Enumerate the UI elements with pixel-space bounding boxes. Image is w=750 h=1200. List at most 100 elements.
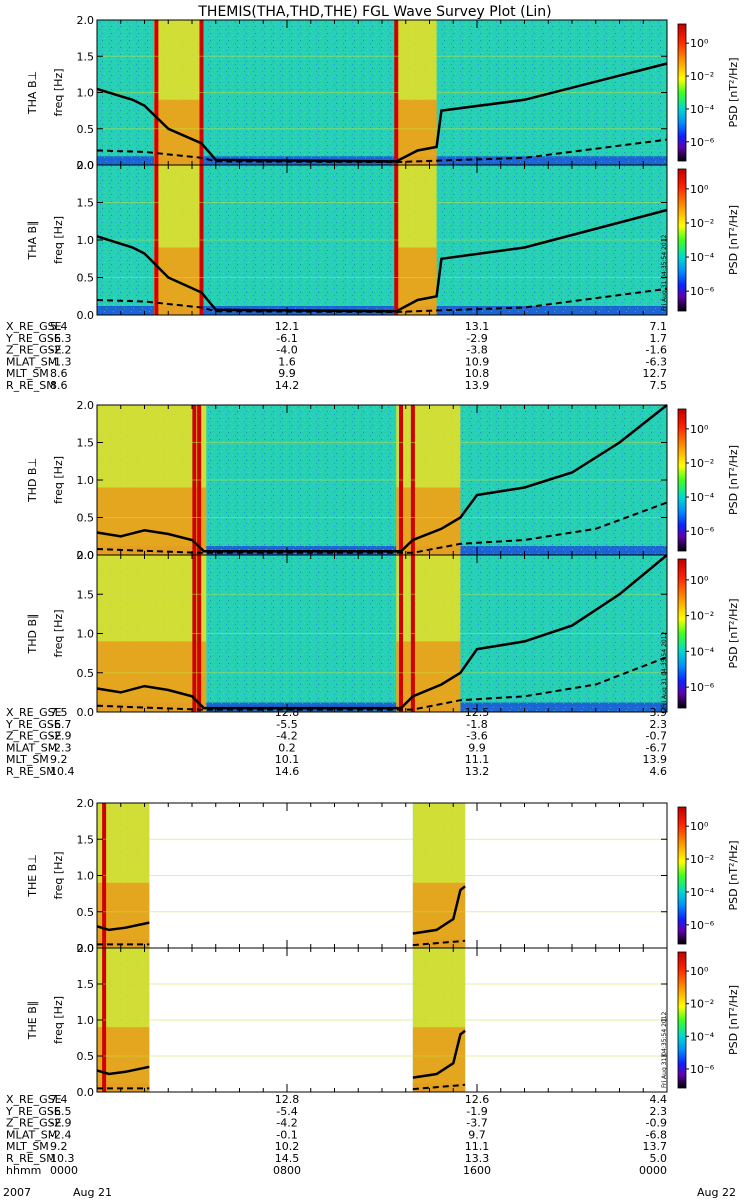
ephemeris-value: 12.8 xyxy=(275,1093,300,1106)
ephemeris-value: 12.1 xyxy=(275,320,300,333)
colorbar-tick-label: 10⁻⁴ xyxy=(690,645,715,658)
ephemeris-value: 4.4 xyxy=(650,1093,668,1106)
ephemeris-value: 11.1 xyxy=(465,1140,490,1153)
ephemeris-label: Z_RE_GSE xyxy=(6,344,62,357)
figure-title: THEMIS(THA,THD,THE) FGL Wave Survey Plot… xyxy=(197,4,551,20)
spectrogram-thd_perp: 2.0 1.5 1.0 0.5 0.0 freq [Hz] THD B⊥ 10⁰ 10⁻² 10⁻… xyxy=(26,399,740,562)
y-tick-label: 1.0 xyxy=(77,628,95,641)
ephemeris-value: 7.1 xyxy=(650,320,668,333)
ephemeris-value: 10.4 xyxy=(50,765,75,778)
spectrogram-thd_par: 2.0 1.5 1.0 0.5 0.0 freq [Hz] THD B∥ 10⁰ 10⁻² 10⁻… xyxy=(26,549,740,719)
ephemeris-value: -4.0 xyxy=(276,344,297,357)
y-tick-label: 0.5 xyxy=(77,123,95,136)
colorbar-tick-label: 10⁻² xyxy=(690,610,714,623)
ephemeris-value: 10.2 xyxy=(275,1140,300,1153)
ephemeris-value: 9.9 xyxy=(278,367,296,380)
y-tick-label: 1.5 xyxy=(77,197,95,210)
ephemeris-value: 1600 xyxy=(463,1164,491,1177)
colorbar-tick-label: 10⁰ xyxy=(690,820,709,833)
ephemeris-value: -6.3 xyxy=(50,332,71,345)
ephemeris-label: Y_RE_GSE xyxy=(5,1105,61,1118)
panel-label: THA B⊥ xyxy=(26,71,39,115)
ephemeris-label: hhmm xyxy=(6,1164,41,1177)
ephemeris-value: 12.6 xyxy=(465,1093,490,1106)
burst-region-core xyxy=(396,487,461,555)
y-tick-label: 2.0 xyxy=(77,797,95,810)
ephemeris-value: -2.3 xyxy=(50,741,71,754)
ephemeris-value: 14.6 xyxy=(275,765,300,778)
ephemeris-value: 9.2 xyxy=(50,753,68,766)
y-tick-label: 0.5 xyxy=(77,667,95,680)
burst-region-core xyxy=(97,487,207,555)
y-tick-label: 0.0 xyxy=(77,159,95,172)
y-tick-label: 0.0 xyxy=(77,309,95,322)
y-tick-label: 1.5 xyxy=(77,588,95,601)
ephemeris-label: MLAT_SM xyxy=(6,741,57,754)
burst-region-core xyxy=(412,882,466,948)
harmonic-curve xyxy=(96,138,668,164)
burst-region-core xyxy=(97,641,207,712)
colorbar-tick-label: 10⁻⁶ xyxy=(690,681,715,694)
y-tick-label: 2.0 xyxy=(77,942,95,955)
plot-timestamp: Fri Aug 31 04:35:54 2012 xyxy=(661,234,668,311)
gyrofrequency-curve xyxy=(96,404,668,553)
y-tick-label: 1.5 xyxy=(77,978,95,991)
ephemeris-value: 8.6 xyxy=(50,379,68,392)
date-end-label: Aug 22 xyxy=(697,1186,736,1199)
colorbar-tick-label: 10⁻⁶ xyxy=(690,1063,715,1076)
gyrofrequency-curve xyxy=(96,1029,466,1079)
harmonic-curve xyxy=(97,939,466,947)
ephemeris-value: 13.9 xyxy=(465,379,490,392)
ephemeris-value: 0800 xyxy=(273,1164,301,1177)
colorbar-tick-label: 10⁻⁴ xyxy=(690,251,715,264)
colorbar-tick-label: 10⁻² xyxy=(690,853,714,866)
ephemeris-value: 2.3 xyxy=(650,718,668,731)
gyrofrequency-curve xyxy=(96,885,466,935)
ephemeris-value: 0000 xyxy=(639,1164,667,1177)
ephemeris-label: Y_RE_GSE xyxy=(5,718,61,731)
y-tick-label: 0.5 xyxy=(77,906,95,919)
ephemeris-label: MLT_SM xyxy=(6,367,49,380)
ephemeris-value: 12.7 xyxy=(643,367,668,380)
spectrogram-the_par: 2.0 1.5 1.0 0.5 0.0 freq [Hz] THE B∥ 10⁰ 10⁻² 10⁻… xyxy=(26,942,740,1099)
ephemeris-value: -3.7 xyxy=(466,1117,487,1130)
ephemeris-value: 10.1 xyxy=(275,753,300,766)
y-tick-label: 1.5 xyxy=(77,50,95,63)
harmonic-curve xyxy=(96,656,668,711)
ephemeris-value: -6.3 xyxy=(646,355,667,368)
year-label: 2007 xyxy=(3,1186,31,1199)
plot-timestamp: Fri Aug 31 04:35:54 2012 xyxy=(661,1011,668,1088)
colorbar-label: PSD [nT²/Hz] xyxy=(727,840,740,910)
ephemeris-value: 3.9 xyxy=(650,706,668,719)
ephemeris-label: MLAT_SM xyxy=(6,355,57,368)
panel-label: THD B∥ xyxy=(26,613,39,654)
ephemeris-value: -5.5 xyxy=(276,718,297,731)
spectrogram-the_perp: 2.0 1.5 1.0 0.5 0.0 freq [Hz] THE B⊥ 10⁰ 10⁻² 10⁻… xyxy=(26,797,740,955)
ephemeris-value: 9.7 xyxy=(468,1128,486,1141)
y-tick-label: 1.0 xyxy=(77,87,95,100)
ephemeris-label: Z_RE_GSE xyxy=(6,730,62,743)
y-tick-label: 0.5 xyxy=(77,1050,95,1063)
colorbar xyxy=(677,23,687,162)
y-axis-unit: freq [Hz] xyxy=(52,609,65,657)
ephemeris-value: 14.2 xyxy=(275,379,300,392)
panel-label: THE B∥ xyxy=(26,1001,39,1040)
colorbar-tick-label: 10⁰ xyxy=(690,965,709,978)
colorbar-tick-label: 10⁻⁴ xyxy=(690,886,715,899)
ephemeris-value: -4.2 xyxy=(276,730,297,743)
y-tick-label: 1.5 xyxy=(77,437,95,450)
colorbar-label: PSD [nT²/Hz] xyxy=(727,57,740,127)
date-start-label: Aug 21 xyxy=(73,1186,112,1199)
colorbar-tick-label: 10⁰ xyxy=(690,37,709,50)
ephemeris-value: 0.2 xyxy=(278,741,296,754)
colorbar-tick-label: 10⁰ xyxy=(690,183,709,196)
y-tick-label: 1.0 xyxy=(77,234,95,247)
ephemeris-value: 10.9 xyxy=(465,355,490,368)
ephemeris-value: 1.6 xyxy=(278,355,296,368)
colorbar-tick-label: 10⁻² xyxy=(690,217,714,230)
ephemeris-value: 10.8 xyxy=(465,367,490,380)
colorbar xyxy=(677,168,687,312)
ephemeris-value: 13.3 xyxy=(465,1152,490,1165)
